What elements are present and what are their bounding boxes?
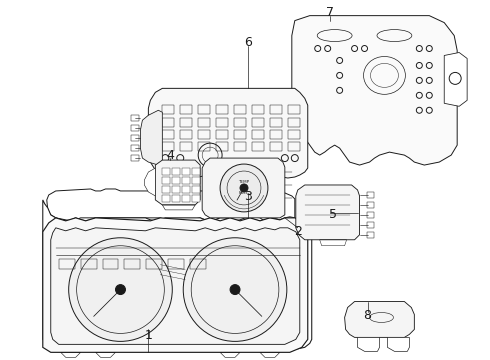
Bar xyxy=(192,186,200,193)
Polygon shape xyxy=(292,15,457,165)
Polygon shape xyxy=(444,53,467,106)
Bar xyxy=(252,105,264,114)
Bar xyxy=(162,118,174,127)
Bar xyxy=(131,125,140,131)
Bar xyxy=(288,118,300,127)
Bar xyxy=(198,105,210,114)
Bar xyxy=(182,177,190,184)
Polygon shape xyxy=(51,228,300,345)
Bar xyxy=(198,118,210,127)
Bar xyxy=(172,177,180,184)
Bar xyxy=(234,142,246,151)
Bar xyxy=(182,186,190,193)
Bar xyxy=(180,142,192,151)
Bar xyxy=(288,105,300,114)
Circle shape xyxy=(220,164,268,212)
Bar xyxy=(59,259,74,269)
Bar xyxy=(172,195,180,202)
Polygon shape xyxy=(358,337,379,351)
Bar xyxy=(270,118,282,127)
Bar xyxy=(182,168,190,175)
Bar xyxy=(162,177,171,184)
Bar xyxy=(180,105,192,114)
Bar xyxy=(367,212,374,218)
Polygon shape xyxy=(155,160,200,205)
Bar xyxy=(288,142,300,151)
Bar xyxy=(147,259,162,269)
Bar xyxy=(162,105,174,114)
Text: 3: 3 xyxy=(244,190,252,203)
Bar xyxy=(172,186,180,193)
Bar xyxy=(81,259,97,269)
Text: 1: 1 xyxy=(145,329,152,342)
Bar xyxy=(162,195,171,202)
Bar xyxy=(180,118,192,127)
Circle shape xyxy=(69,238,172,341)
Text: 8: 8 xyxy=(364,309,371,322)
Text: 2: 2 xyxy=(294,225,302,238)
Circle shape xyxy=(183,238,287,341)
Polygon shape xyxy=(202,158,285,218)
Circle shape xyxy=(116,285,125,294)
Bar xyxy=(252,118,264,127)
Bar xyxy=(216,142,228,151)
Bar xyxy=(252,142,264,151)
Polygon shape xyxy=(148,88,308,178)
Polygon shape xyxy=(344,302,415,337)
Bar xyxy=(234,105,246,114)
Bar xyxy=(182,195,190,202)
Bar xyxy=(162,186,171,193)
Polygon shape xyxy=(388,337,409,351)
Bar xyxy=(252,130,264,139)
Bar xyxy=(192,195,200,202)
Polygon shape xyxy=(43,218,308,352)
Bar xyxy=(102,259,119,269)
Bar xyxy=(288,130,300,139)
Bar xyxy=(234,118,246,127)
Bar xyxy=(192,177,200,184)
Bar xyxy=(198,130,210,139)
Polygon shape xyxy=(47,189,295,222)
Bar xyxy=(270,105,282,114)
Bar xyxy=(131,155,140,161)
Text: TEMP: TEMP xyxy=(239,180,249,184)
Bar xyxy=(162,142,174,151)
Bar xyxy=(172,168,180,175)
Bar xyxy=(367,202,374,208)
Text: 6: 6 xyxy=(244,36,252,49)
Bar xyxy=(216,130,228,139)
Bar xyxy=(180,130,192,139)
Bar xyxy=(216,105,228,114)
Bar xyxy=(270,130,282,139)
Polygon shape xyxy=(141,110,162,165)
Bar xyxy=(131,115,140,121)
Text: 5: 5 xyxy=(329,208,337,221)
Bar xyxy=(367,222,374,228)
Bar xyxy=(131,135,140,141)
Text: 4: 4 xyxy=(166,149,174,162)
Bar xyxy=(367,192,374,198)
Bar xyxy=(162,130,174,139)
Bar xyxy=(124,259,141,269)
Bar xyxy=(131,145,140,151)
Bar xyxy=(198,142,210,151)
Bar xyxy=(270,142,282,151)
Bar xyxy=(190,259,206,269)
Polygon shape xyxy=(145,168,155,196)
Bar xyxy=(168,259,184,269)
Bar xyxy=(162,168,171,175)
Circle shape xyxy=(230,285,240,294)
Bar xyxy=(234,130,246,139)
Polygon shape xyxy=(296,185,360,240)
Bar xyxy=(192,168,200,175)
Text: 7: 7 xyxy=(326,6,334,19)
Bar xyxy=(367,232,374,238)
Polygon shape xyxy=(43,200,312,351)
Bar xyxy=(216,118,228,127)
Text: FUEL: FUEL xyxy=(239,191,249,195)
Circle shape xyxy=(240,184,248,192)
